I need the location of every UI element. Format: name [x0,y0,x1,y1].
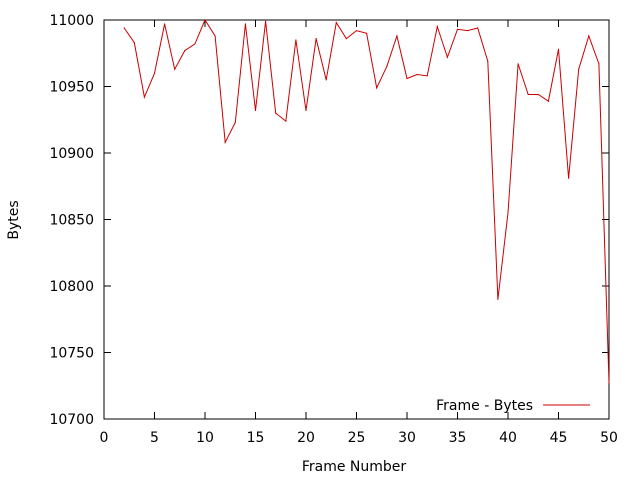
data-point [315,38,317,40]
x-tick-label: 30 [398,430,416,446]
y-axis-label: Bytes [6,200,22,239]
data-point [436,26,438,28]
series-line-frame-bytes [123,18,610,384]
data-point [416,73,418,76]
data-point [244,23,246,25]
y-tick-label: 10850 [49,213,94,229]
data-point [517,63,519,65]
x-tick-label: 45 [550,430,568,446]
data-point [194,43,196,45]
data-point [608,382,610,384]
data-point [285,120,287,122]
series-points [123,19,610,384]
y-tick-label: 10900 [49,146,94,162]
data-point [477,27,479,29]
data-point [537,93,539,96]
data-point [547,100,550,102]
data-point [234,121,236,124]
data-point [325,79,327,81]
y-tick-label: 10950 [49,80,94,96]
x-tick-label: 10 [196,430,214,446]
data-point [355,30,358,32]
data-point [507,212,509,214]
data-point [214,35,216,37]
data-point [305,109,307,112]
data-point [588,35,590,37]
legend-label: Frame - Bytes [436,398,533,414]
data-point [396,35,398,37]
data-point [204,19,206,21]
y-tick-label: 11000 [49,13,94,29]
data-point [578,68,580,70]
data-point [123,27,125,29]
data-point [254,109,257,112]
x-axis: 0 5 10 15 20 25 30 35 40 45 50 [100,20,618,446]
data-point [527,93,529,96]
legend: Frame - Bytes [436,398,590,414]
data-point [164,23,166,25]
data-point [456,28,459,30]
data-point [598,63,600,65]
y-axis: 10700 10750 10800 10850 10900 10950 11000 [49,13,609,428]
data-point [143,96,145,98]
data-point [467,30,469,32]
x-tick-label: 25 [348,430,366,446]
data-point [376,87,378,89]
data-point [487,60,489,62]
data-point [295,39,297,41]
data-point [446,56,448,58]
data-point [366,32,368,34]
data-point [133,42,135,44]
x-tick-label: 15 [247,430,265,446]
plot-frame [103,19,610,420]
x-tick-label: 0 [100,430,109,446]
y-tick-label: 10750 [49,346,94,362]
data-point [557,48,560,50]
x-tick-label: 20 [297,430,315,446]
data-point [174,68,176,70]
data-point [406,77,408,80]
y-tick-label: 10700 [49,412,94,428]
data-point [265,20,267,22]
data-point [184,49,186,52]
data-point [153,72,156,74]
data-point [335,22,337,24]
data-point [568,177,570,179]
y-tick-label: 10800 [49,279,94,295]
data-point [224,141,226,143]
x-tick-label: 40 [499,430,517,446]
data-point [426,75,428,77]
x-tick-label: 5 [150,430,159,446]
x-axis-label: Frame Number [302,459,407,475]
data-point [345,38,347,40]
data-point [386,65,388,68]
data-point [275,112,277,114]
data-point [497,298,499,300]
x-tick-label: 50 [600,430,618,446]
x-tick-label: 35 [449,430,467,446]
